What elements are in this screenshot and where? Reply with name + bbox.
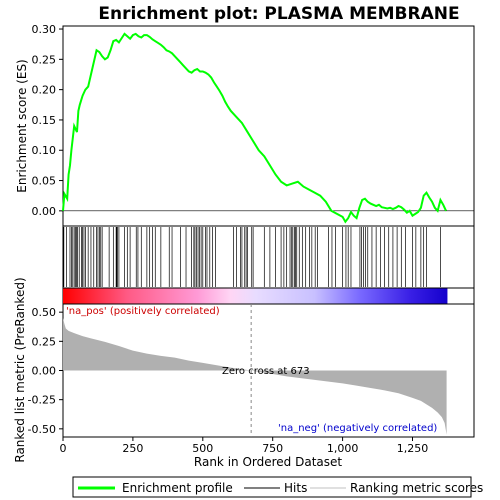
legend-hits-label: Hits <box>284 481 307 495</box>
x-axis-label: Rank in Ordered Dataset <box>194 455 342 469</box>
legend: Enrichment profile Hits Ranking metric s… <box>72 476 483 498</box>
es-y-tick-label: 0.25 <box>32 53 57 66</box>
metric-y-ticks: 0.50 0.25 0.00 -0.25 -0.50 <box>28 306 63 436</box>
metric-y-tick-label: -0.50 <box>28 423 56 436</box>
es-y-tick-label: 0.05 <box>32 175 57 188</box>
ranking-gradient <box>63 288 448 304</box>
es-plot-area <box>62 25 475 227</box>
metric-y-tick-label: 0.50 <box>32 306 57 319</box>
es-y-tick-label: 0.20 <box>32 84 57 97</box>
metric-y-tick-label: 0.25 <box>32 335 57 348</box>
es-y-tick-label: 0.30 <box>32 23 57 36</box>
x-tick-label: 1,000 <box>327 442 359 455</box>
es-panel: 0.00 0.05 0.10 0.15 0.20 0.25 0.30 Enrichment … <box>15 23 475 227</box>
x-axis-ticks: 0 250 500 750 1,000 1,250 <box>60 437 429 455</box>
es-y-tick-label: 0.15 <box>32 114 57 127</box>
x-tick-label: 750 <box>262 442 283 455</box>
enrichment-profile-line <box>62 32 447 224</box>
na-neg-label: 'na_neg' (negatively correlated) <box>278 423 437 434</box>
ranking-metric-area <box>63 318 447 435</box>
es-y-axis-label: Enrichment score (ES) <box>15 59 29 192</box>
x-tick-label: 500 <box>192 442 213 455</box>
zero-cross-label: Zero cross at 673 <box>222 366 310 377</box>
metric-y-tick-label: 0.00 <box>32 365 57 378</box>
metric-y-tick-label: -0.25 <box>28 394 56 407</box>
hits-panel <box>62 225 475 289</box>
legend-enrichment-label: Enrichment profile <box>122 481 233 495</box>
metric-y-axis-label: Ranked list metric (PreRanked) <box>13 277 27 462</box>
metric-panel: 0.50 0.25 0.00 -0.25 -0.50 'na_pos' (positiv… <box>13 277 475 469</box>
es-y-tick-label: 0.00 <box>32 205 57 218</box>
legend-box <box>72 476 472 498</box>
es-y-ticks: 0.00 0.05 0.10 0.15 0.20 0.25 0.30 <box>32 23 63 218</box>
chart-title: Enrichment plot: PLASMA MEMBRANE <box>98 4 459 24</box>
hit-marks <box>63 227 441 287</box>
x-tick-label: 1,250 <box>397 442 429 455</box>
es-y-tick-label: 0.10 <box>32 144 57 157</box>
na-pos-label: 'na_pos' (positively correlated) <box>66 306 220 317</box>
x-tick-label: 0 <box>60 442 67 455</box>
legend-metric-label: Ranking metric scores <box>350 481 483 495</box>
x-tick-label: 250 <box>122 442 143 455</box>
